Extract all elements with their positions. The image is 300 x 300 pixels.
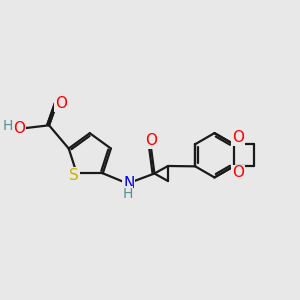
Text: O: O <box>14 121 26 136</box>
Text: O: O <box>232 130 244 145</box>
Text: O: O <box>232 165 244 180</box>
Text: H: H <box>3 119 13 133</box>
Text: O: O <box>55 96 67 111</box>
Text: H: H <box>122 187 133 200</box>
Text: S: S <box>69 168 79 183</box>
Text: N: N <box>123 176 134 191</box>
Text: O: O <box>146 133 158 148</box>
